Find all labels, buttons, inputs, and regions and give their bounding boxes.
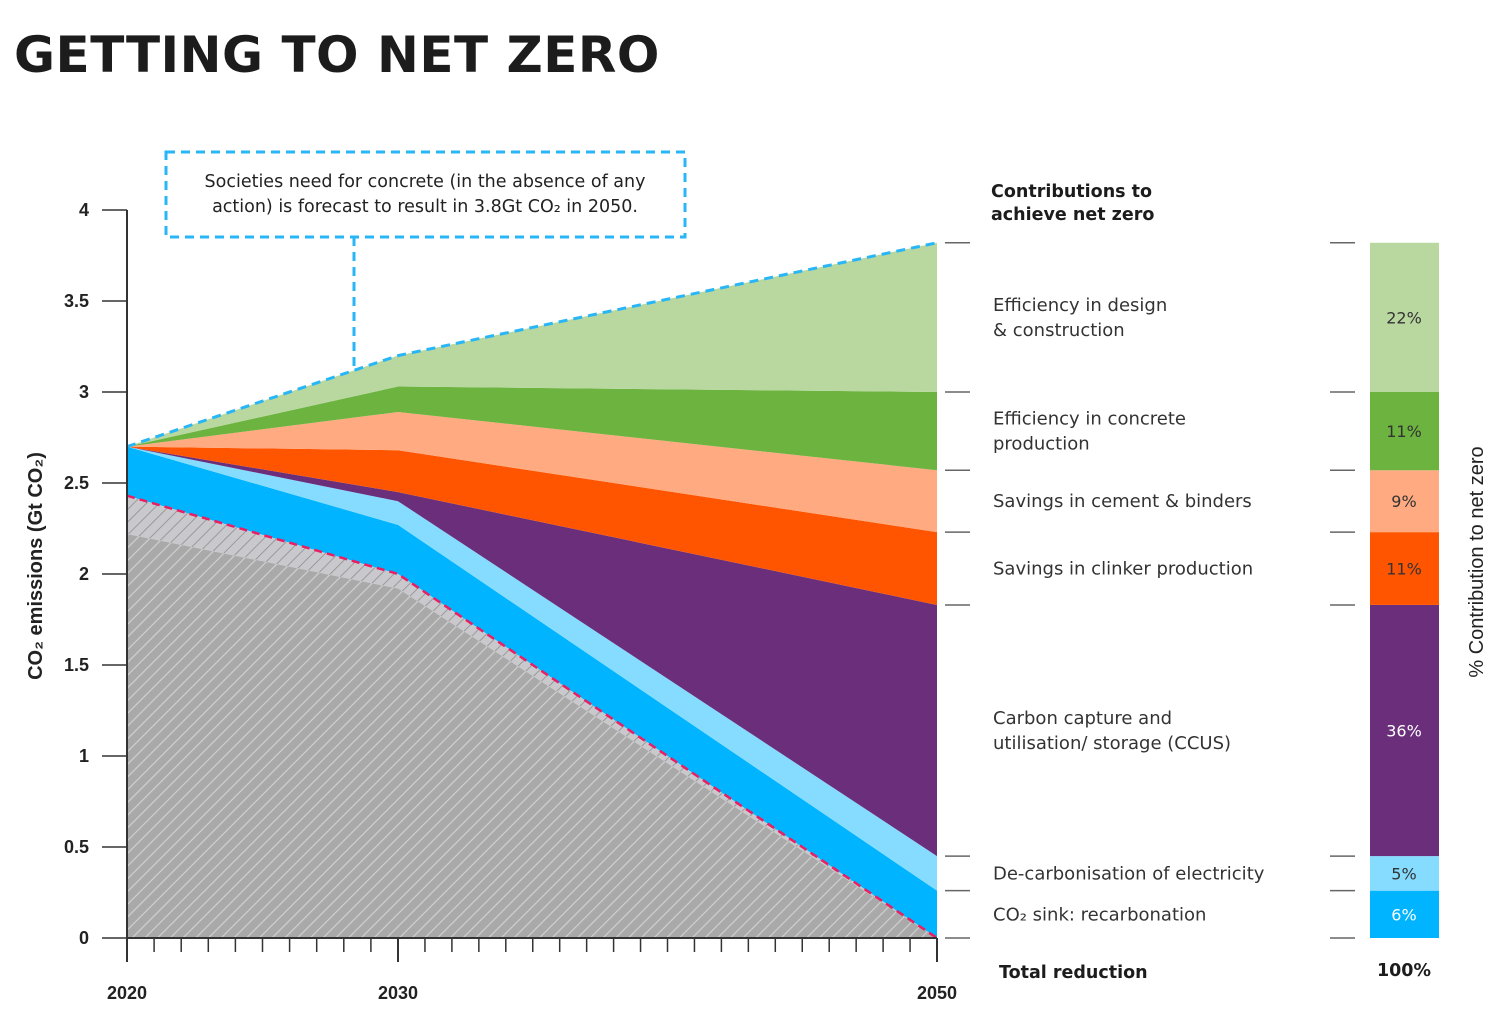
y-tick-label: 3 [79, 382, 89, 402]
category-label-savings-in-clinker-production: Savings in clinker production [993, 559, 1253, 580]
area-savings-in-cement-binders [127, 412, 937, 533]
y-axis-title: CO₂ emissions (Gt CO₂) [25, 452, 47, 680]
y-tick-label: 3.5 [64, 291, 89, 311]
y-tick-label: 1 [79, 746, 89, 766]
annotation-line-2: action) is forecast to result in 3.8Gt C… [212, 197, 638, 217]
contribution-pct-efficiency-in-design-construction: 22% [1386, 308, 1422, 327]
contribution-bar-carbon-capture-and-utilisation-storage-ccus [1370, 604, 1439, 857]
contribution-bar-co-sink-recarbonation [1370, 890, 1439, 938]
baseline-dashed-line [126, 494, 938, 940]
annotation-box [164, 150, 687, 239]
category-label-efficiency-in-design-construction: & construction [993, 320, 1125, 341]
x-tick-label: 2050 [917, 983, 957, 1003]
y-tick-label: 0.5 [64, 837, 89, 857]
x-tick-label: 2020 [107, 983, 147, 1003]
y-tick-label: 4 [79, 200, 89, 220]
contribution-pct-efficiency-in-concrete-production: 11% [1386, 422, 1422, 441]
contribution-pct-savings-in-cement-binders: 9% [1391, 492, 1416, 511]
area-savings-in-clinker-production [127, 446, 937, 605]
y-tick-label: 2 [79, 564, 89, 584]
contribution-bar-savings-in-clinker-production [1370, 532, 1439, 605]
area-baseline-band [127, 495, 937, 938]
contribution-pct-carbon-capture-and-utilisation-storage-ccus: 36% [1386, 722, 1422, 741]
forecast-dashed-line [126, 241, 938, 449]
area-efficiency-in-design-construction [127, 242, 937, 447]
category-label-co-sink-recarbonation: CO₂ sink: recarbonation [993, 904, 1206, 925]
y-tick-label: 1.5 [64, 655, 89, 675]
category-label-efficiency-in-concrete-production: Efficiency in concrete [993, 409, 1186, 430]
contribution-bar-savings-in-cement-binders [1370, 470, 1439, 533]
right-axis-title: % Contribution to net zero [1466, 446, 1488, 677]
y-tick-label: 0 [79, 928, 89, 948]
area-baseline [127, 533, 937, 938]
contribution-pct-savings-in-clinker-production: 11% [1386, 560, 1422, 579]
area-co-sink-recarbonation [127, 446, 937, 938]
category-label-savings-in-cement-binders: Savings in cement & binders [993, 491, 1252, 512]
contributions-heading-line-2: achieve net zero [991, 205, 1154, 225]
contribution-bar-efficiency-in-concrete-production [1370, 392, 1439, 471]
page-title: GETTING TO NET ZERO [14, 26, 660, 84]
contribution-bar-efficiency-in-design-construction [1370, 242, 1439, 392]
x-tick-label: 2030 [378, 983, 418, 1003]
total-reduction-value: 100% [1377, 961, 1431, 981]
contribution-pct-co-sink-recarbonation: 6% [1391, 905, 1416, 924]
category-label-de-carbonisation-of-electricity: De-carbonisation of electricity [993, 863, 1265, 884]
area-carbon-capture-and-utilisation-storage-ccus [127, 446, 937, 857]
contribution-pct-de-carbonisation-of-electricity: 5% [1391, 864, 1416, 883]
total-reduction-label: Total reduction [999, 963, 1148, 983]
y-tick-label: 2.5 [64, 473, 89, 493]
annotation-line-1: Societies need for concrete (in the abse… [205, 172, 646, 192]
area-efficiency-in-concrete-production [127, 386, 937, 471]
category-label-carbon-capture-and-utilisation-storage-ccus: Carbon capture and [993, 708, 1172, 729]
contributions-heading-line-1: Contributions to [991, 182, 1152, 202]
contribution-bar-de-carbonisation-of-electricity [1370, 856, 1439, 891]
category-label-carbon-capture-and-utilisation-storage-ccus: utilisation/ storage (CCUS) [993, 733, 1231, 754]
category-label-efficiency-in-concrete-production: production [993, 434, 1090, 455]
category-label-efficiency-in-design-construction: Efficiency in design [993, 295, 1167, 316]
